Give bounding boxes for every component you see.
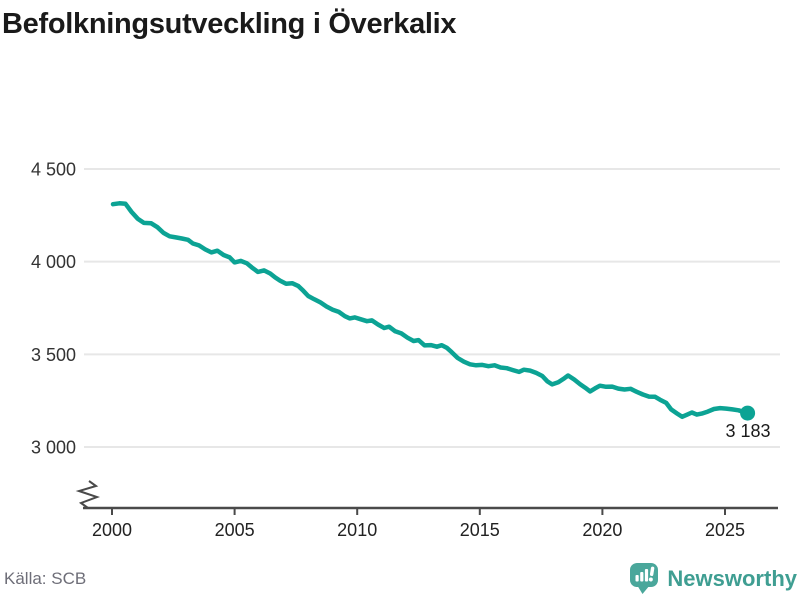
gridlines-layer [84,168,780,448]
chart-title: Befolkningsutveckling i Överkalix [2,8,457,40]
x-axis-tick-label: 2015 [460,520,500,540]
newsworthy-logo[interactable]: Newsworthy [629,562,797,596]
y-axis-tick-label: 3 000 [31,437,76,457]
x-axis-tick-label: 2025 [705,520,745,540]
y-axis-break-icon [75,480,100,509]
end-value-label: 3 183 [725,421,770,441]
newsworthy-bubble-icon [630,563,659,594]
source-label: Källa: SCB [4,569,87,588]
population-line [110,201,750,420]
x-axis-tick-label: 2000 [92,520,132,540]
x-axis-tick-label: 2020 [582,520,622,540]
x-axis-tick-label: 2005 [215,520,255,540]
axis-ticks-layer: 4 500 4 000 3 500 3 000 2000 2005 2010 2015 2020… [31,160,745,541]
y-axis-tick-label: 3 500 [31,345,76,365]
y-axis-tick-label: 4 000 [31,252,76,272]
series-layer [110,201,756,421]
y-axis-tick-label: 4 500 [31,160,76,180]
brand-name: Newsworthy [667,566,797,591]
series-end-dot [740,405,756,421]
x-axis-tick-label: 2010 [337,520,377,540]
